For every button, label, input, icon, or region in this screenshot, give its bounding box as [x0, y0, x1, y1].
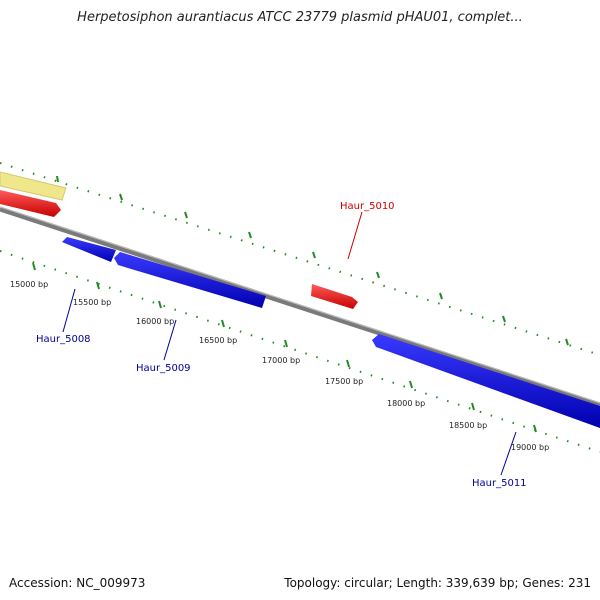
tick-label: 16000 bp: [136, 317, 174, 326]
feature-band[interactable]: [0, 171, 67, 201]
accession-text: Accession: NC_009973: [9, 576, 146, 590]
gene-haur-5010[interactable]: [311, 284, 358, 309]
gene-haur-5009[interactable]: [114, 252, 266, 308]
tick-labels: 15000 bp 15500 bp 16000 bp 16500 bp 1700…: [10, 280, 549, 452]
backbone-line: [0, 206, 600, 408]
inner-major-ticks: [32, 262, 537, 433]
topology-summary: Topology: circular; Length: 339,639 bp; …: [284, 576, 591, 590]
gene-labels: Haur_5008 Haur_5009 Haur_5010 Haur_5011: [36, 201, 527, 489]
leader-line-haur-5011: [500, 431, 517, 476]
tick-label: 17500 bp: [325, 377, 363, 386]
leader-line-haur-5010: [347, 211, 363, 260]
tick-label: 16500 bp: [199, 336, 237, 345]
tick-label: 15000 bp: [10, 280, 48, 289]
tick-label: 19000 bp: [511, 443, 549, 452]
tick-label: 18500 bp: [449, 421, 487, 430]
gene-haur-5008[interactable]: [62, 237, 116, 262]
inner-tick-track: [0, 250, 600, 453]
gene-label-haur-5011[interactable]: Haur_5011: [472, 478, 527, 489]
backbone-highlight: [0, 206, 600, 404]
gene-label-haur-5009[interactable]: Haur_5009: [136, 363, 191, 374]
gene-forward-left[interactable]: [0, 190, 61, 217]
tick-label: 18000 bp: [387, 399, 425, 408]
tick-label: 17000 bp: [262, 356, 300, 365]
gene-label-haur-5010[interactable]: Haur_5010: [340, 201, 395, 212]
tick-label: 15500 bp: [73, 298, 111, 307]
leader-line-haur-5009: [163, 319, 177, 361]
map-title: Herpetosiphon aurantiacus ATCC 23779 pla…: [77, 10, 523, 25]
outer-major-ticks: [56, 175, 569, 346]
gene-haur-5011[interactable]: [372, 334, 600, 428]
leader-line-haur-5008: [62, 288, 76, 333]
inner-minor-ticks: [0, 250, 600, 453]
outer-minor-ticks: [0, 162, 600, 356]
gene-label-haur-5008[interactable]: Haur_5008: [36, 334, 91, 345]
outer-tick-track: [0, 162, 600, 356]
